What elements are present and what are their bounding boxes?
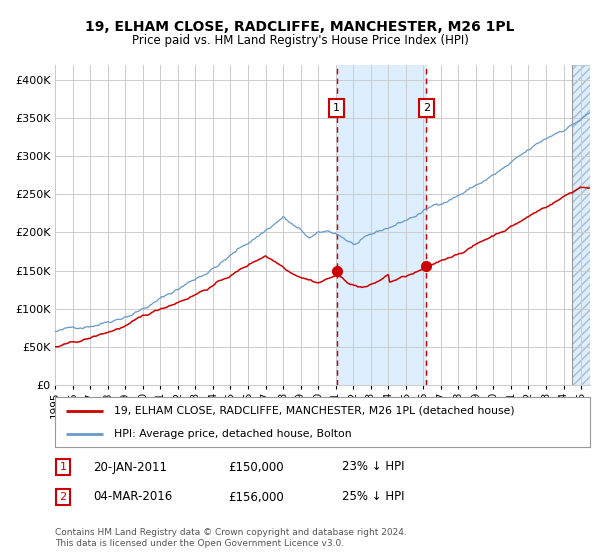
Text: 25% ↓ HPI: 25% ↓ HPI — [342, 491, 404, 503]
Bar — [337, 65, 426, 385]
Text: HPI: Average price, detached house, Bolton: HPI: Average price, detached house, Bolt… — [114, 430, 352, 440]
Text: 19, ELHAM CLOSE, RADCLIFFE, MANCHESTER, M26 1PL: 19, ELHAM CLOSE, RADCLIFFE, MANCHESTER, … — [85, 20, 515, 34]
Text: 19, ELHAM CLOSE, RADCLIFFE, MANCHESTER, M26 1PL (detached house): 19, ELHAM CLOSE, RADCLIFFE, MANCHESTER, … — [114, 406, 515, 416]
Bar — [572, 65, 590, 385]
Text: £156,000: £156,000 — [228, 491, 284, 503]
Text: 2: 2 — [59, 492, 67, 502]
Text: 20-JAN-2011: 20-JAN-2011 — [93, 460, 167, 474]
Text: 04-MAR-2016: 04-MAR-2016 — [93, 491, 172, 503]
Text: £150,000: £150,000 — [228, 460, 284, 474]
Text: 1: 1 — [333, 103, 340, 113]
Text: 1: 1 — [59, 462, 67, 472]
Text: Price paid vs. HM Land Registry's House Price Index (HPI): Price paid vs. HM Land Registry's House … — [131, 34, 469, 46]
Text: 2: 2 — [423, 103, 430, 113]
Text: Contains HM Land Registry data © Crown copyright and database right 2024.
This d: Contains HM Land Registry data © Crown c… — [55, 528, 407, 548]
Text: 23% ↓ HPI: 23% ↓ HPI — [342, 460, 404, 474]
